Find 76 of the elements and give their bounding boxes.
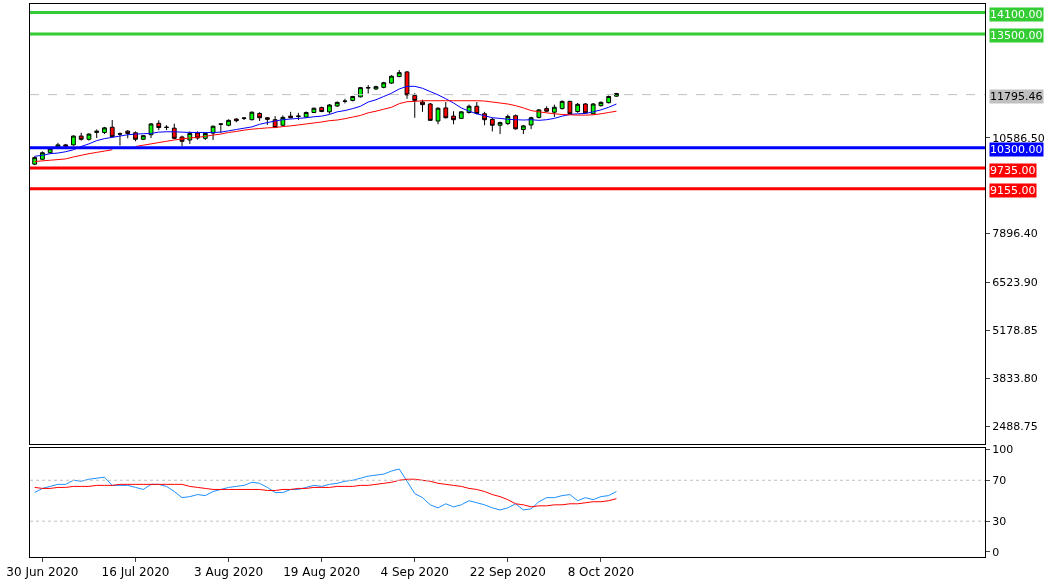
ref-line-label: 14100.00 xyxy=(990,8,1043,21)
candlestick xyxy=(32,155,38,166)
candlestick xyxy=(435,106,441,125)
candlestick xyxy=(249,111,255,121)
candlestick xyxy=(233,117,239,123)
candlestick xyxy=(373,85,379,91)
candlestick xyxy=(171,123,177,140)
candlestick xyxy=(210,125,216,141)
candlestick xyxy=(109,119,115,138)
candlestick xyxy=(226,118,231,127)
candlestick xyxy=(520,124,526,135)
candlestick xyxy=(606,94,612,104)
candlestick xyxy=(381,81,387,89)
y-tick-label: 2488.75 xyxy=(992,419,1038,433)
ref-line-label: 9735.00 xyxy=(990,164,1036,177)
candlestick xyxy=(257,111,263,122)
candlestick xyxy=(78,132,84,142)
ref-line-label: 10300.00 xyxy=(990,143,1043,156)
candlestick xyxy=(544,105,550,113)
candlestick xyxy=(71,134,76,147)
candlestick xyxy=(559,99,565,111)
x-tick-label: 19 Aug 2020 xyxy=(283,565,361,579)
ref-line-label: 13500.00 xyxy=(990,29,1043,42)
candlestick xyxy=(288,111,294,119)
candlestick xyxy=(264,116,270,126)
y-tick-label: 7896.40 xyxy=(992,227,1038,241)
candlestick xyxy=(86,132,92,142)
y-tick-label: 6523.90 xyxy=(992,276,1038,290)
y-tick-label: 5178.85 xyxy=(992,324,1038,338)
candlestick xyxy=(451,110,456,125)
candlestick xyxy=(311,107,317,114)
x-tick-label: 4 Sep 2020 xyxy=(380,565,449,579)
candlestick xyxy=(327,103,332,115)
x-tick-label: 22 Sep 2020 xyxy=(469,565,546,579)
candlestick xyxy=(489,117,495,132)
candlestick xyxy=(365,84,371,95)
candlestick xyxy=(117,131,123,147)
candlestick xyxy=(427,102,433,122)
y-tick-label: 0 xyxy=(992,545,1000,559)
candlestick xyxy=(156,119,162,131)
candlestick xyxy=(94,129,100,139)
candlestick xyxy=(396,69,402,78)
line-series xyxy=(34,478,617,508)
candlestick xyxy=(218,123,224,134)
candlestick xyxy=(458,110,464,120)
candlestick xyxy=(342,98,348,104)
candlestick xyxy=(296,112,301,121)
candlestick xyxy=(614,92,619,98)
candlestick xyxy=(358,86,363,98)
candlestick xyxy=(334,100,340,108)
candlestick xyxy=(148,122,154,139)
candlestick xyxy=(404,70,410,100)
y-tick-label: 30 xyxy=(992,515,1007,529)
y-tick-label: 3833.80 xyxy=(992,372,1038,385)
x-tick-label: 3 Aug 2020 xyxy=(193,565,264,579)
candlestick xyxy=(551,104,557,118)
y-tick-label: 100 xyxy=(992,443,1014,457)
candlestick xyxy=(598,100,604,108)
x-tick-label: 30 Jun 2020 xyxy=(6,565,79,579)
candlestick xyxy=(350,95,356,102)
candlestick xyxy=(140,134,146,141)
x-tick-label: 8 Oct 2020 xyxy=(567,565,635,579)
y-tick-label: 70 xyxy=(992,474,1007,488)
candlestick xyxy=(164,124,169,131)
candlestick xyxy=(241,116,247,121)
candlestick xyxy=(497,121,503,135)
line-series xyxy=(34,468,617,511)
candlestick xyxy=(102,126,107,135)
y-tick-label: 10586.50 xyxy=(992,131,1045,145)
ref-line-label: 9155.00 xyxy=(990,184,1036,197)
candlestick xyxy=(575,102,581,114)
candlestick xyxy=(389,74,394,85)
x-tick-label: 16 Jul 2020 xyxy=(101,565,170,579)
candlestick xyxy=(125,130,131,139)
candlestick xyxy=(319,106,325,113)
ref-line-label: 11795.46 xyxy=(990,90,1043,103)
